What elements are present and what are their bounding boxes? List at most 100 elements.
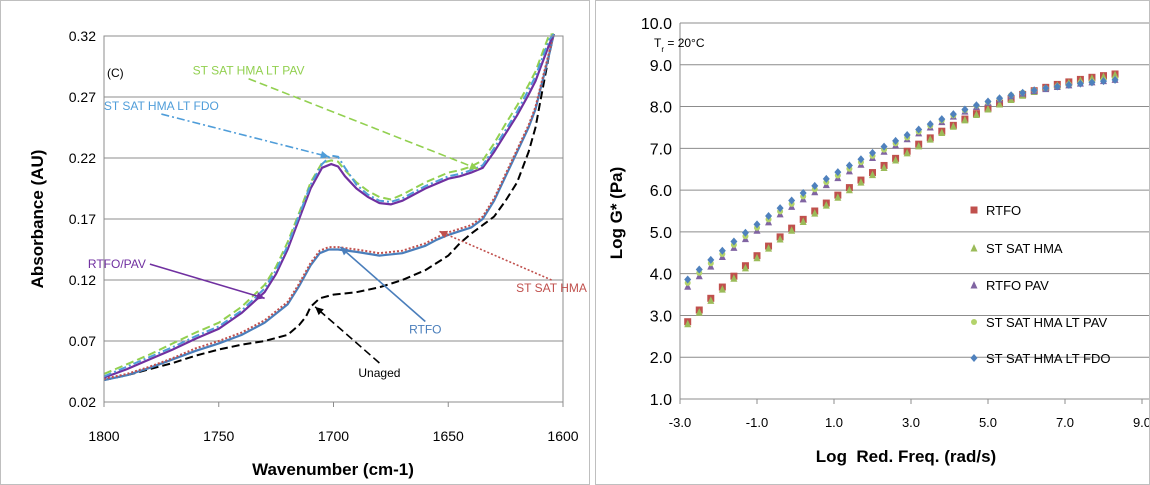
data-point (961, 115, 969, 124)
data-point (938, 115, 946, 124)
legend-label: ST SAT HMA LT PAV (986, 315, 1107, 330)
data-point (822, 174, 830, 183)
data-point (707, 296, 715, 304)
temperature-annotation-symbol: T (654, 36, 662, 50)
data-point (684, 319, 692, 328)
series-line-rtfo-pav (103, 33, 555, 379)
data-point (892, 156, 900, 164)
data-point (753, 220, 761, 229)
x-tick-label: 3.0 (902, 415, 920, 430)
annotation-arrowhead (255, 292, 265, 300)
data-point (892, 136, 900, 145)
y-axis-title: Log G* (Pa) (607, 167, 626, 260)
data-point (1030, 86, 1038, 95)
annotation-label: RTFO/PAV (88, 257, 146, 271)
y-tick-label: 2.0 (650, 350, 672, 367)
data-point (1007, 91, 1015, 100)
legend-marker (970, 206, 978, 214)
series-line-st-sat-hma (103, 33, 555, 380)
data-point (845, 185, 853, 194)
x-tick-label: 1.0 (825, 415, 843, 430)
data-point (938, 128, 946, 136)
data-point (684, 282, 692, 290)
data-point (949, 122, 957, 130)
annotation-label: ST SAT HMA (516, 281, 587, 295)
data-point (996, 94, 1004, 103)
data-point (765, 212, 773, 221)
data-point (915, 125, 923, 134)
data-point (949, 110, 957, 119)
y-tick-label: 0.17 (69, 211, 96, 227)
data-point (1053, 82, 1061, 91)
temperature-annotation-subscript: r (661, 45, 664, 54)
annotation-arrowhead (320, 150, 329, 159)
y-tick-label: 1.0 (650, 392, 672, 409)
y-tick-label: 0.27 (69, 89, 96, 105)
data-point (869, 170, 876, 179)
data-point (684, 275, 692, 284)
series-line-st-sat-hma-lt-fdo (103, 33, 555, 378)
data-point (880, 163, 888, 172)
data-point (834, 168, 842, 177)
data-point (718, 246, 726, 255)
data-point (1042, 84, 1050, 93)
data-point (857, 155, 865, 164)
data-point (1076, 79, 1084, 88)
annotation-arrow (161, 113, 330, 158)
annotation-arrow (314, 306, 380, 364)
data-point (741, 263, 749, 272)
data-point (718, 285, 726, 293)
complex-modulus-master-curve-chart: 1.0 2.0 3.0 4.0 5.0 6.0 7.0 8.0 9.0 10.0 -3.0 -1.0 1… (607, 16, 1149, 466)
data-point (1111, 70, 1119, 79)
data-point (915, 141, 923, 150)
ftir-chart-panel: 0.02 0.07 0.12 0.17 0.22 0.27 0.32 1800 1750 1700… (0, 0, 590, 485)
data-point (811, 181, 819, 190)
x-tick-label: 9.0 (1133, 415, 1149, 430)
data-point (834, 193, 842, 201)
y-tick-label: 3.0 (650, 308, 672, 325)
y-tick-label: 8.0 (650, 100, 672, 117)
data-point (961, 105, 969, 114)
data-point (730, 237, 738, 246)
data-point (926, 135, 934, 143)
y-tick-label: 0.12 (69, 272, 96, 288)
y-tick-label: 6.0 (650, 183, 672, 200)
y-tick-label: 0.22 (69, 150, 96, 166)
master-curve-chart-panel: 1.0 2.0 3.0 4.0 5.0 6.0 7.0 8.0 9.0 10.0 -3.0 -1.0 1… (595, 0, 1150, 485)
data-point (788, 196, 796, 205)
data-point (695, 265, 703, 274)
data-point (972, 101, 980, 110)
data-point (869, 148, 876, 157)
data-point (788, 226, 796, 234)
y-tick-label: 0.07 (69, 333, 96, 349)
annotation-label: Unaged (358, 366, 400, 380)
y-axis-title: Absorbance (AU) (28, 150, 47, 289)
data-point (880, 142, 888, 151)
data-point (799, 217, 807, 225)
y-tick-label: 0.02 (69, 394, 96, 410)
x-tick-label: 1750 (203, 428, 234, 444)
data-point (845, 161, 853, 170)
annotation-arrowhead (439, 230, 449, 239)
data-point (996, 100, 1004, 108)
legend-label: ST SAT HMA (986, 241, 1063, 256)
data-point (1111, 75, 1119, 84)
data-point (984, 105, 992, 113)
legend-label: ST SAT HMA LT FDO (986, 351, 1111, 366)
annotation-label: ST SAT HMA LT PAV (193, 64, 305, 78)
data-point (1100, 77, 1107, 86)
annotation-arrowhead (340, 247, 350, 256)
data-point (695, 308, 703, 316)
x-tick-label: 1650 (433, 428, 464, 444)
data-point (1065, 80, 1073, 89)
x-axis-title: Log Red. Freq. (rad/s) (816, 447, 996, 466)
annotation-arrow (149, 263, 265, 300)
ftir-absorbance-chart: 0.02 0.07 0.12 0.17 0.22 0.27 0.32 1800 1750 1700… (28, 28, 587, 479)
x-tick-label: -3.0 (669, 415, 691, 430)
temperature-annotation-value: = 20°C (664, 36, 705, 50)
annotation-arrowhead (315, 306, 324, 316)
legend-marker (971, 319, 977, 325)
annotation-label: ST SAT HMA LT FDO (104, 99, 219, 113)
data-point (903, 148, 911, 157)
annotation-arrowhead (469, 162, 479, 170)
